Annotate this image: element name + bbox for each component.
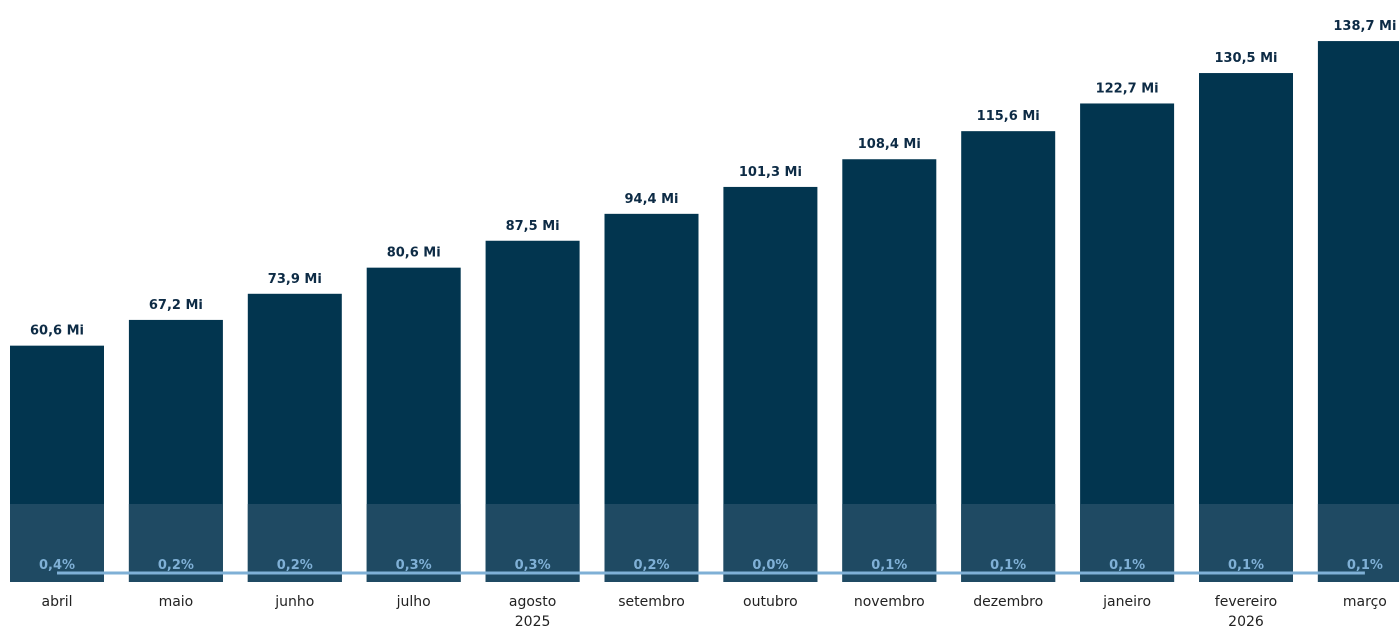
line-value-label: 0,3% <box>515 558 551 573</box>
line-value-label: 0,0% <box>752 558 788 573</box>
line-value-label: 0,2% <box>277 558 313 573</box>
bar-overlay-outubro <box>723 504 818 582</box>
bar-overlay-setembro <box>604 504 699 582</box>
x-tick-label: fevereiro <box>1215 594 1277 610</box>
x-tick-label: abril <box>41 594 72 610</box>
bar-overlay-janeiro <box>1080 504 1175 582</box>
bar-value-label: 60,6 Mi <box>30 324 84 339</box>
line-value-label: 0,1% <box>871 558 907 573</box>
bar-fevereiro[interactable] <box>1199 73 1293 583</box>
bar-overlay-março <box>1317 504 1399 582</box>
bar-overlay-abril <box>10 504 104 582</box>
x-tick-label: maio <box>159 594 194 610</box>
year-label: 2025 <box>515 614 551 629</box>
bars-layer <box>10 41 1399 583</box>
bar-value-label: 122,7 Mi <box>1096 81 1159 96</box>
labels-layer: 60,6 Mi 0,4% 67,2 Mi 0,2% 73,9 Mi 0,2% 80,6 Mi… <box>30 19 1396 573</box>
bar-value-label: 80,6 Mi <box>387 246 441 261</box>
x-tick-label: agosto <box>509 594 556 610</box>
bar-overlay-junho <box>247 504 342 582</box>
x-tick-label: junho <box>274 594 314 610</box>
bar-value-label: 87,5 Mi <box>506 219 560 234</box>
bar-overlay-fevereiro <box>1199 504 1293 582</box>
x-tick-label: março <box>1343 594 1387 610</box>
overlay-layer <box>10 504 1399 582</box>
bar-março[interactable] <box>1317 41 1399 582</box>
bar-value-label: 130,5 Mi <box>1214 51 1277 66</box>
x-tick-label: dezembro <box>973 594 1043 610</box>
x-tick-label: outubro <box>743 594 798 610</box>
bar-value-label: 94,4 Mi <box>625 192 679 207</box>
bar-value-label: 108,4 Mi <box>858 137 921 152</box>
bar-overlay-julho <box>366 504 461 582</box>
bar-value-label: 115,6 Mi <box>977 109 1040 124</box>
line-value-label: 0,3% <box>396 558 432 573</box>
bar-value-label: 101,3 Mi <box>739 165 802 180</box>
x-axis: abril maio junho julho agosto setembro outubro… <box>41 594 1386 629</box>
line-value-label: 0,4% <box>39 558 75 573</box>
bar-value-label: 73,9 Mi <box>268 272 322 287</box>
line-value-label: 0,1% <box>1347 558 1383 573</box>
bar-overlay-dezembro <box>961 504 1056 582</box>
line-value-label: 0,1% <box>990 558 1026 573</box>
bar-janeiro[interactable] <box>1080 103 1175 582</box>
bar-value-label: 138,7 Mi <box>1333 19 1396 34</box>
line-value-label: 0,1% <box>1109 558 1145 573</box>
line-value-label: 0,2% <box>158 558 194 573</box>
x-tick-label: novembro <box>854 594 925 610</box>
bar-overlay-novembro <box>842 504 937 582</box>
year-label: 2026 <box>1228 614 1264 629</box>
line-value-label: 0,2% <box>633 558 669 573</box>
x-tick-label: julho <box>396 594 431 610</box>
line-value-label: 0,1% <box>1228 558 1264 573</box>
bar-value-label: 67,2 Mi <box>149 298 203 313</box>
x-tick-label: setembro <box>618 594 685 610</box>
x-tick-label: janeiro <box>1102 594 1151 610</box>
bar-overlay-agosto <box>485 504 580 582</box>
bar-overlay-maio <box>128 504 223 582</box>
